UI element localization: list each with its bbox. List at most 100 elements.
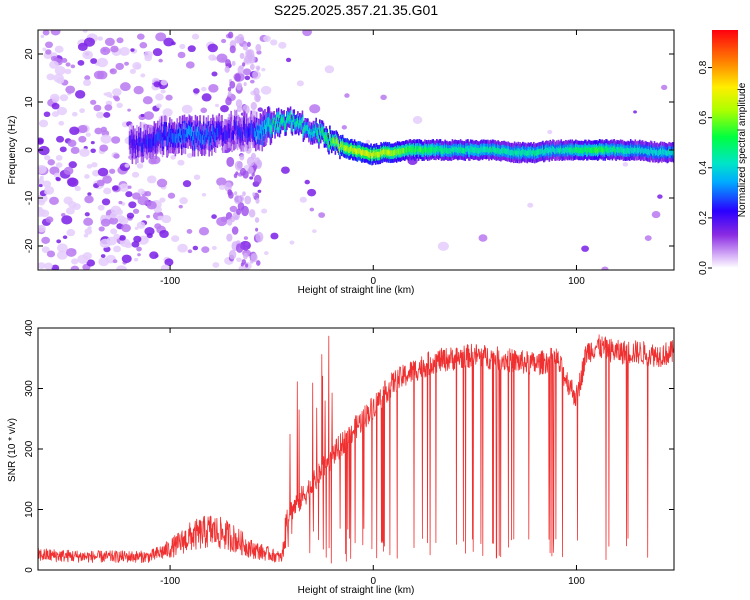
ridge-segment bbox=[494, 146, 497, 153]
noise-blob bbox=[116, 37, 124, 44]
noise-blob bbox=[121, 224, 131, 233]
ridge-segment bbox=[586, 148, 588, 154]
ridge-segment bbox=[185, 127, 188, 138]
ridge-segment bbox=[391, 150, 393, 157]
colorbar-label: Normalized spectral amplitude bbox=[737, 82, 748, 217]
ridge-segment bbox=[462, 147, 465, 154]
noise-blob bbox=[63, 196, 73, 205]
ridge-segment bbox=[495, 148, 498, 155]
ridge-segment bbox=[478, 148, 480, 155]
noise-blob bbox=[86, 164, 93, 169]
noise-blob bbox=[212, 262, 220, 268]
noise-blob bbox=[216, 216, 228, 227]
noise-blob bbox=[244, 246, 248, 252]
ridge-segment bbox=[525, 150, 528, 156]
ridge-segment bbox=[622, 148, 625, 155]
ridge-segment bbox=[219, 126, 221, 137]
noise-blob bbox=[125, 191, 133, 198]
noise-blob bbox=[110, 211, 118, 219]
ridge-segment bbox=[450, 148, 453, 155]
ridge-segment bbox=[361, 150, 363, 157]
ridge-segment bbox=[658, 150, 660, 156]
ridge-segment bbox=[152, 136, 155, 146]
noise-blob bbox=[255, 231, 264, 243]
ridge-segment bbox=[436, 145, 438, 152]
ridge-segment bbox=[337, 140, 339, 147]
ridge-segment bbox=[430, 147, 433, 154]
ridge-segment bbox=[544, 147, 547, 154]
ridge-segment bbox=[543, 149, 545, 156]
noise-blob bbox=[38, 206, 43, 212]
ridge-segment bbox=[614, 147, 616, 154]
noise-blob bbox=[113, 245, 121, 253]
noise-blob bbox=[70, 146, 80, 155]
noise-blob bbox=[255, 198, 260, 204]
ridge-segment bbox=[440, 148, 443, 155]
noise-blob bbox=[304, 179, 310, 185]
ridge-segment bbox=[248, 127, 251, 137]
ridge-segment bbox=[247, 128, 250, 138]
ridge-segment bbox=[482, 146, 485, 152]
ridge-segment bbox=[236, 130, 239, 140]
noise-blob bbox=[225, 59, 232, 67]
noise-blob bbox=[478, 234, 488, 242]
ridge-segment bbox=[421, 148, 424, 155]
ridge-segment bbox=[425, 147, 427, 153]
ridge-segment bbox=[578, 147, 581, 154]
ridge-segment bbox=[468, 148, 471, 155]
ridge-segment bbox=[563, 147, 565, 154]
ridge-segment bbox=[524, 149, 527, 156]
ridge-segment bbox=[201, 136, 203, 146]
noise-blob bbox=[90, 148, 96, 154]
ridge-segment bbox=[330, 140, 333, 147]
noise-blob bbox=[312, 229, 317, 234]
ridge-segment bbox=[210, 128, 212, 138]
ridge-segment bbox=[554, 148, 557, 155]
noise-blob bbox=[51, 102, 60, 110]
ridge-segment bbox=[454, 146, 456, 153]
ridge-segment bbox=[493, 147, 496, 154]
ridge-segment bbox=[645, 148, 648, 154]
noise-blob bbox=[179, 43, 186, 50]
ridge-segment bbox=[169, 128, 171, 138]
ridge-segment bbox=[534, 149, 537, 156]
ridge-segment bbox=[665, 149, 668, 156]
noise-blob bbox=[216, 53, 228, 63]
ridge-segment bbox=[369, 152, 371, 158]
ridge-segment bbox=[244, 122, 246, 132]
ridge-segment bbox=[519, 148, 521, 155]
ridge-segment bbox=[661, 148, 664, 155]
ridge-segment bbox=[288, 115, 291, 122]
ridge-segment bbox=[551, 148, 553, 155]
noise-blob bbox=[85, 132, 91, 137]
noise-blob bbox=[216, 177, 227, 187]
noise-blob bbox=[412, 116, 423, 124]
ridge-segment bbox=[148, 138, 151, 148]
noise-blob bbox=[187, 249, 193, 254]
ridge-segment bbox=[255, 131, 257, 141]
ridge-segment bbox=[334, 142, 337, 149]
ridge-segment bbox=[526, 150, 529, 157]
noise-blob bbox=[70, 265, 80, 270]
ridge-segment bbox=[442, 148, 445, 154]
noise-blob bbox=[115, 62, 125, 70]
ridge-segment bbox=[447, 148, 450, 155]
ridge-segment bbox=[301, 117, 304, 124]
noise-blob bbox=[87, 192, 92, 196]
noise-blob bbox=[49, 60, 59, 69]
noise-blob bbox=[244, 195, 252, 205]
ridge-segment bbox=[496, 147, 499, 154]
ridge-segment bbox=[435, 147, 437, 154]
ridge-segment bbox=[387, 150, 390, 157]
noise-blob bbox=[68, 161, 77, 169]
ridge-segment bbox=[635, 147, 638, 154]
noise-blob bbox=[84, 195, 94, 204]
noise-blob bbox=[127, 185, 132, 189]
noise-blob bbox=[69, 126, 80, 136]
noise-blob bbox=[104, 104, 113, 111]
noise-blob bbox=[242, 170, 249, 179]
ridge-segment bbox=[128, 135, 131, 145]
ridge-segment bbox=[472, 147, 475, 154]
ridge-segment bbox=[485, 146, 488, 153]
ridge-segment bbox=[639, 148, 642, 155]
